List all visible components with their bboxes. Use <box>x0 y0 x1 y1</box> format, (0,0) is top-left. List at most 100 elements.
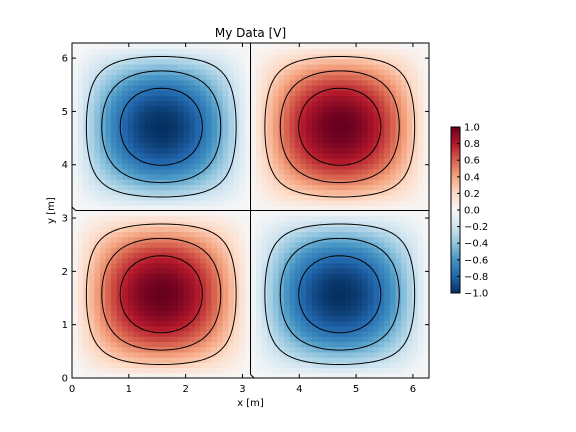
heatmap-cell <box>328 200 335 206</box>
heatmap-cell <box>183 184 190 191</box>
heatmap-cell <box>267 179 274 185</box>
heatmap-cell <box>88 43 95 49</box>
heatmap-cell <box>111 294 118 301</box>
heatmap-cell <box>384 278 391 285</box>
heatmap-cell <box>389 315 397 322</box>
heatmap-cell <box>401 205 408 212</box>
heatmap-cell <box>350 116 358 123</box>
heatmap-cell <box>278 320 285 327</box>
heatmap-cell <box>222 294 229 301</box>
heatmap-cell <box>189 320 196 327</box>
heatmap-cell <box>116 43 123 49</box>
heatmap-cell <box>417 84 425 91</box>
heatmap-cell <box>183 252 190 259</box>
heatmap-cell <box>105 362 112 369</box>
heatmap-cell <box>395 215 402 222</box>
heatmap-cell <box>406 304 413 311</box>
heatmap-cell <box>373 372 380 378</box>
heatmap-cell <box>111 200 118 206</box>
heatmap-cell <box>189 336 196 342</box>
heatmap-cell <box>412 126 419 133</box>
heatmap-cell <box>401 262 408 269</box>
heatmap-cell <box>183 48 190 55</box>
heatmap-cell <box>166 137 174 144</box>
heatmap-cell <box>384 121 391 128</box>
heatmap-cell <box>155 79 162 86</box>
heatmap-cell <box>417 215 425 222</box>
heatmap-cell <box>189 236 196 243</box>
heatmap-cell <box>417 95 425 102</box>
heatmap-cell <box>177 341 185 348</box>
heatmap-cell <box>367 84 374 91</box>
heatmap-cell <box>77 53 84 60</box>
heatmap-cell <box>334 58 341 65</box>
heatmap-cell <box>116 74 123 81</box>
heatmap-cell <box>283 283 291 290</box>
heatmap-cell <box>239 100 246 107</box>
heatmap-cell <box>417 236 425 243</box>
heatmap-cell <box>166 48 174 55</box>
heatmap-cell <box>144 289 151 295</box>
heatmap-cell <box>138 294 146 301</box>
heatmap-cell <box>144 320 151 327</box>
heatmap-cell <box>88 336 95 342</box>
heatmap-cell <box>144 205 151 212</box>
heatmap-cell <box>272 74 279 81</box>
heatmap-cell <box>401 304 408 311</box>
heatmap-cell <box>350 247 358 253</box>
heatmap-cell <box>166 362 174 369</box>
heatmap-cell <box>323 357 330 363</box>
heatmap-cell <box>272 48 279 55</box>
heatmap-cell <box>362 341 369 348</box>
heatmap-cell <box>217 173 224 180</box>
heatmap-cell <box>289 69 296 75</box>
heatmap-cell <box>228 205 235 212</box>
heatmap-cell <box>166 43 174 49</box>
heatmap-cell <box>88 179 95 185</box>
heatmap-cell <box>345 289 352 295</box>
heatmap-cell <box>283 357 291 363</box>
heatmap-cell <box>228 278 235 285</box>
heatmap-cell <box>328 304 335 311</box>
heatmap-cell <box>211 236 218 243</box>
heatmap-cell <box>300 257 307 264</box>
heatmap-cell <box>278 69 285 75</box>
heatmap-cell <box>256 367 263 374</box>
heatmap-cell <box>350 226 358 233</box>
heatmap-cell <box>189 220 196 227</box>
heatmap-cell <box>367 179 374 185</box>
heatmap-cell <box>239 58 246 65</box>
heatmap-cell <box>194 79 201 86</box>
heatmap-cell <box>239 273 246 280</box>
heatmap-cell <box>317 226 324 233</box>
heatmap-cell <box>122 163 129 170</box>
heatmap-cell <box>189 351 196 358</box>
heatmap-cell <box>356 247 363 253</box>
heatmap-cell <box>362 84 369 91</box>
heatmap-cell <box>172 241 179 248</box>
heatmap-cell <box>183 215 190 222</box>
heatmap-cell <box>339 247 346 253</box>
heatmap-cell <box>334 257 341 264</box>
heatmap-cell <box>111 273 118 280</box>
heatmap-cell <box>77 121 84 128</box>
heatmap-cell <box>127 262 134 269</box>
heatmap-cell <box>105 111 112 117</box>
heatmap-cell <box>183 210 190 217</box>
heatmap-cell <box>228 147 235 154</box>
heatmap-cell <box>244 147 252 154</box>
heatmap-cell <box>189 121 196 128</box>
heatmap-cell <box>217 336 224 342</box>
heatmap-cell <box>138 320 146 327</box>
heatmap-cell <box>233 152 240 159</box>
heatmap-cell <box>373 111 380 117</box>
heatmap-cell <box>205 330 213 337</box>
heatmap-cell <box>417 121 425 128</box>
heatmap-cell <box>166 231 174 238</box>
heatmap-cell <box>122 90 129 96</box>
heatmap-cell <box>194 346 201 353</box>
heatmap-cell <box>256 357 263 363</box>
heatmap-cell <box>423 357 429 363</box>
heatmap-cell <box>166 299 174 306</box>
heatmap-cell <box>94 63 101 70</box>
